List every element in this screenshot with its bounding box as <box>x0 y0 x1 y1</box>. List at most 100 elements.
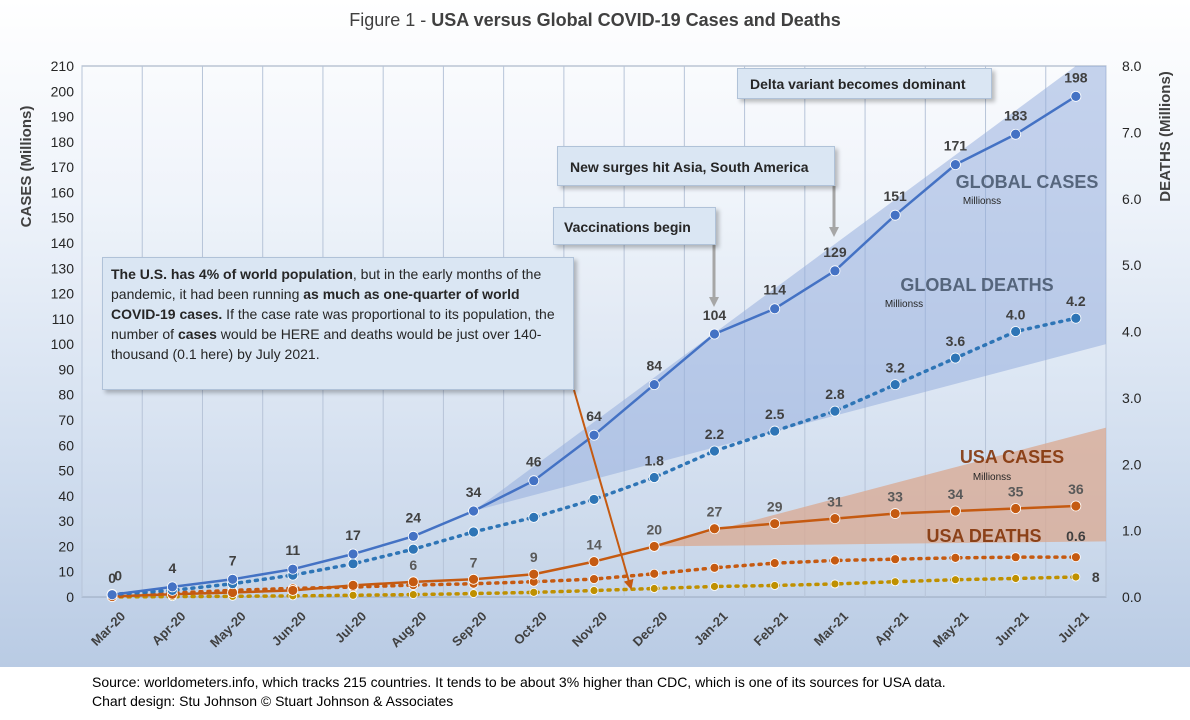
data-label: 84 <box>646 358 662 374</box>
data-label: 8 <box>1092 569 1100 585</box>
y-left-tick-label: 160 <box>51 184 75 200</box>
data-label: 14 <box>586 537 602 553</box>
data-label: 0.6 <box>1066 528 1086 544</box>
data-point <box>1071 572 1081 582</box>
callout-delta-text: Delta variant becomes dominant <box>750 76 966 92</box>
data-point <box>829 513 841 525</box>
covid-line-chart: 0102030405060708090100110120130140150160… <box>18 58 1174 651</box>
note-bold-1: The U.S. has 4% of world population <box>111 266 353 282</box>
y-left-tick-label: 30 <box>58 513 74 529</box>
data-label: 1.8 <box>645 453 665 469</box>
data-point <box>528 568 540 580</box>
data-point <box>348 590 358 600</box>
y-left-tick-label: 170 <box>51 159 75 175</box>
data-label: 7 <box>470 554 478 570</box>
data-point <box>1010 503 1022 514</box>
data-point <box>468 526 479 538</box>
series-line <box>110 316 1078 597</box>
x-tick-label: Feb-21 <box>751 609 791 649</box>
data-point <box>951 575 960 585</box>
data-label: 0 <box>108 570 116 586</box>
y-left-tick-label: 190 <box>51 109 75 125</box>
data-point <box>889 379 901 391</box>
note-text-2: If the case rate was proportional to its… <box>111 306 555 342</box>
data-label: 114 <box>763 282 786 298</box>
data-label: 2.2 <box>705 426 725 442</box>
y-right-tick-label: 6.0 <box>1122 191 1142 207</box>
x-tick-label: Apr-21 <box>872 609 912 649</box>
data-label: 46 <box>526 454 542 470</box>
note-text-1: , but in the early months of the pandemi… <box>111 266 542 302</box>
data-point <box>890 577 900 587</box>
data-point <box>588 556 600 567</box>
data-point <box>588 494 600 505</box>
data-point <box>166 581 178 593</box>
data-label: 3.6 <box>946 333 966 349</box>
y-left-tick-label: 50 <box>58 463 74 479</box>
data-point <box>950 505 961 517</box>
arrow-proportional-note <box>573 389 634 590</box>
series-name-label: USA CASES <box>960 447 1064 467</box>
series-name-label: GLOBAL DEATHS <box>900 275 1053 295</box>
data-label: 34 <box>948 486 964 502</box>
data-label: 129 <box>823 244 847 260</box>
data-point <box>830 555 840 566</box>
y-left-tick-label: 210 <box>51 58 75 74</box>
data-point <box>1070 552 1081 563</box>
y-left-tick-label: 70 <box>58 412 74 428</box>
data-point <box>106 589 118 601</box>
data-label: 64 <box>586 408 602 424</box>
y-left-tick-label: 140 <box>51 235 75 251</box>
data-point <box>528 511 540 523</box>
y-left-tick-label: 130 <box>51 260 75 276</box>
data-point <box>769 558 780 569</box>
callout-vaccinations: Vaccinations begin <box>553 207 716 245</box>
data-point <box>1070 312 1082 324</box>
x-tick-label: Jul-20 <box>332 609 369 646</box>
y-right-tick-label: 3.0 <box>1122 390 1142 406</box>
title-main: USA versus Global COVID-19 Cases and Dea… <box>431 10 841 30</box>
title-prefix: Figure 1 - <box>349 10 432 30</box>
note-text-3: would be HERE and deaths would be just o… <box>111 326 542 362</box>
data-point <box>829 265 841 277</box>
y-left-tick-label: 0 <box>66 589 74 605</box>
x-tick-label: Sep-20 <box>449 609 490 650</box>
data-point <box>1070 500 1082 512</box>
callout-population-note: The U.S. has 4% of world population, but… <box>102 257 574 390</box>
series-unit-label: Millionss <box>973 472 1011 483</box>
data-point <box>1011 574 1021 583</box>
data-label: 0 <box>114 568 122 584</box>
y-axis-left: 0 10 20 30 40 50 60 70 80 90 100 110 120 130 140 150 160… <box>18 58 74 605</box>
x-tick-label: May-20 <box>207 609 249 651</box>
data-point <box>710 582 719 591</box>
y-right-tick-label: 8.0 <box>1122 58 1142 74</box>
series-unit-label: Millionss <box>963 196 1001 207</box>
source-line-2: Chart design: Stu Johnson © Stuart Johns… <box>92 693 454 709</box>
chart-title: Figure 1 - USA versus Global COVID-19 Ca… <box>0 10 1190 31</box>
y-left-tick-label: 60 <box>58 437 74 453</box>
data-point <box>709 523 720 535</box>
data-label: 183 <box>1004 107 1028 123</box>
data-point <box>347 579 359 591</box>
data-label: 4.2 <box>1066 293 1086 309</box>
data-point <box>770 581 780 590</box>
data-point <box>950 352 961 364</box>
y-left-tick-label: 20 <box>58 538 74 554</box>
note-bold-2: as much as one-quarter of world COVID-19… <box>111 286 520 322</box>
data-point <box>648 541 660 552</box>
y-right-tick-label: 1.0 <box>1122 523 1142 539</box>
data-label: 171 <box>944 138 968 154</box>
data-point <box>1010 326 1022 337</box>
data-point <box>769 518 781 530</box>
data-point <box>889 209 901 221</box>
data-point <box>287 563 299 575</box>
data-point <box>407 576 419 588</box>
data-point <box>407 543 419 555</box>
data-point <box>889 508 901 519</box>
x-tick-label: Jun-21 <box>992 609 1032 649</box>
data-point <box>589 574 599 584</box>
source-line-1: Source: worldometers.info, which tracks … <box>92 674 946 690</box>
data-point <box>588 429 600 441</box>
data-point <box>950 159 961 171</box>
data-point <box>709 562 720 573</box>
